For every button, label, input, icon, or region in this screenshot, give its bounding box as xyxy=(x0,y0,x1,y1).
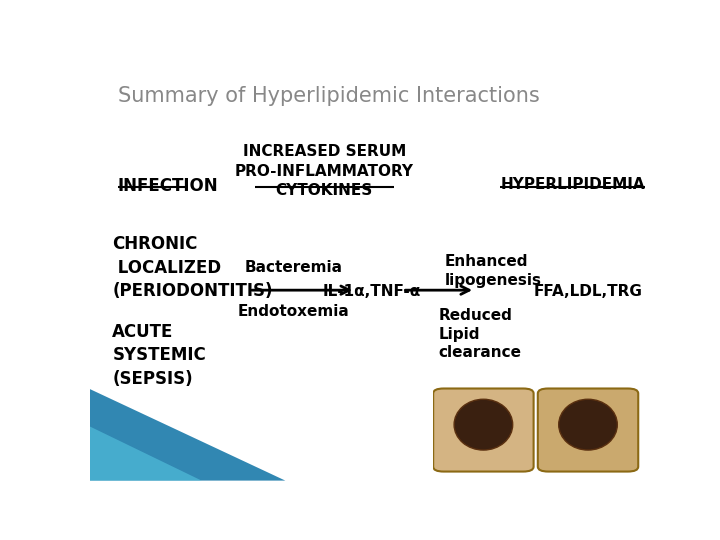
Text: FFA,LDL,TRG: FFA,LDL,TRG xyxy=(534,285,642,299)
Text: INCREASED SERUM
PRO-INFLAMMATORY
CYTOKINES: INCREASED SERUM PRO-INFLAMMATORY CYTOKIN… xyxy=(235,144,414,198)
Text: CHRONIC
 LOCALIZED
(PERIODONTITIS): CHRONIC LOCALIZED (PERIODONTITIS) xyxy=(112,235,273,300)
Text: Bacteremia: Bacteremia xyxy=(245,260,343,275)
Text: ACUTE
SYSTEMIC
(SEPSIS): ACUTE SYSTEMIC (SEPSIS) xyxy=(112,322,206,388)
Text: INFECTION: INFECTION xyxy=(118,177,219,195)
Polygon shape xyxy=(90,427,202,481)
Text: Endotoxemia: Endotoxemia xyxy=(238,304,349,319)
Text: Reduced
Lipid
clearance: Reduced Lipid clearance xyxy=(438,308,522,360)
Text: HYPERLIPIDEMIA: HYPERLIPIDEMIA xyxy=(500,177,645,192)
Polygon shape xyxy=(90,389,285,481)
Text: Enhanced
lipogenesis: Enhanced lipogenesis xyxy=(444,254,541,288)
Text: IL-1α,TNF-α: IL-1α,TNF-α xyxy=(323,285,421,299)
Text: Summary of Hyperlipidemic Interactions: Summary of Hyperlipidemic Interactions xyxy=(118,85,540,106)
